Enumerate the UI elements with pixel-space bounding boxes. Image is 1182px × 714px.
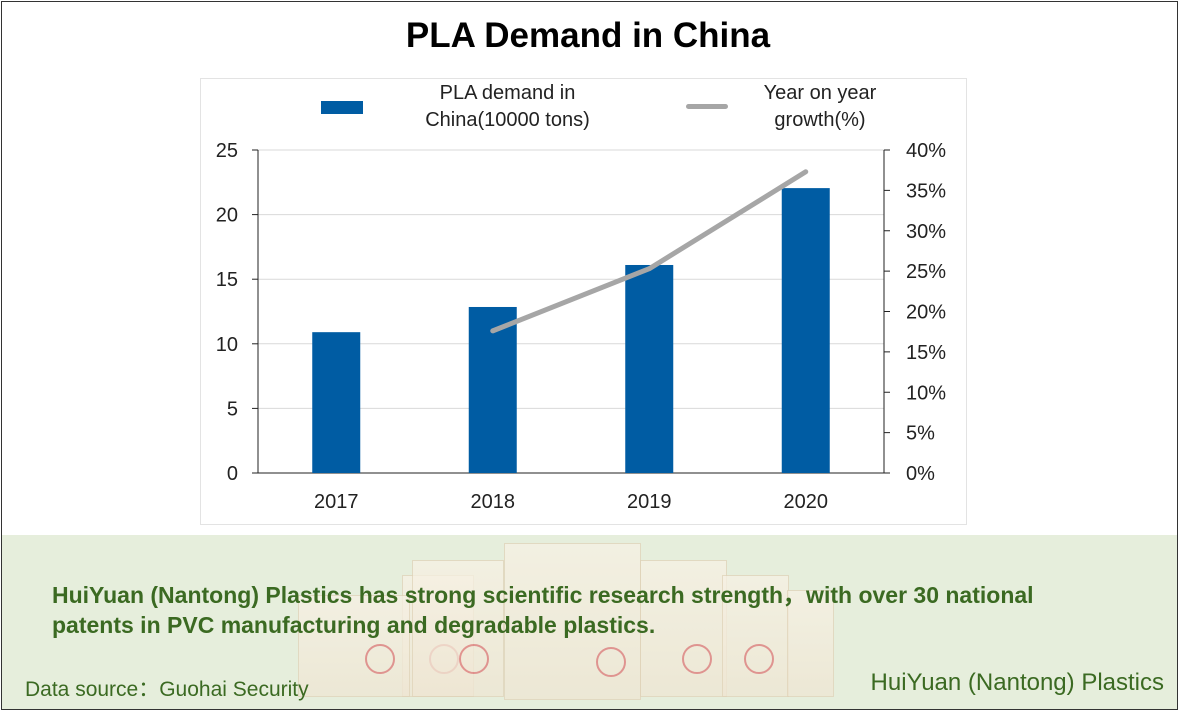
- y-left-tick-label: 15: [216, 269, 238, 291]
- footer-panel: [2, 535, 1177, 709]
- certificate-image: [640, 560, 727, 697]
- y-left-tick-label: 0: [227, 463, 238, 485]
- certificate-image: [412, 560, 504, 697]
- y-left-tick-label: 10: [216, 334, 238, 356]
- bar-2019: [625, 264, 674, 473]
- y-right-tick-label: 5%: [906, 423, 935, 445]
- chart-title: PLA Demand in China: [405, 16, 771, 55]
- certificate-image: [787, 590, 834, 697]
- y-left-tick-label: 5: [227, 398, 238, 420]
- brand-name: HuiYuan (Nantong) Plastics: [870, 669, 1164, 696]
- chart-area: [200, 78, 967, 525]
- chart-svg: 0 5 10 15 20 25 0% 5% 10% 15% 20% 25% 30% 35% 40% 2017 2…: [216, 140, 946, 513]
- legend-bar-swatch: [321, 101, 363, 114]
- y-left-tick-label: 20: [216, 205, 238, 227]
- x-tick-label: 2018: [471, 491, 516, 513]
- footer-headline: HuiYuan (Nantong) Plastics has strong sc…: [52, 582, 1034, 638]
- legend-line-label: Year on year growth(%): [763, 82, 877, 131]
- x-tick-label: 2019: [627, 491, 672, 513]
- legend-line-swatch: [686, 104, 728, 109]
- certificate-image: [298, 595, 410, 697]
- bar-2017: [312, 332, 361, 473]
- y-right-tick-label: 20%: [906, 302, 946, 324]
- y-right-tick-label: 30%: [906, 221, 946, 243]
- y-left-tick-label: 25: [216, 140, 238, 162]
- legend-bar-label: PLA demand in China(10000 tons): [425, 82, 590, 131]
- y-right-tick-label: 35%: [906, 180, 946, 202]
- y-right-tick-label: 10%: [906, 382, 946, 404]
- x-tick-label: 2020: [784, 491, 829, 513]
- x-tick-label: 2017: [314, 491, 359, 513]
- y-right-tick-label: 15%: [906, 342, 946, 364]
- bar-2018: [468, 306, 517, 473]
- y-right-tick-label: 25%: [906, 261, 946, 283]
- y-right-tick-label: 40%: [906, 140, 946, 162]
- y-right-tick-label: 0%: [906, 463, 935, 485]
- data-source: Data source：Guohai Security: [25, 678, 309, 701]
- bar-2020: [781, 188, 830, 473]
- certificate-image: [722, 575, 789, 697]
